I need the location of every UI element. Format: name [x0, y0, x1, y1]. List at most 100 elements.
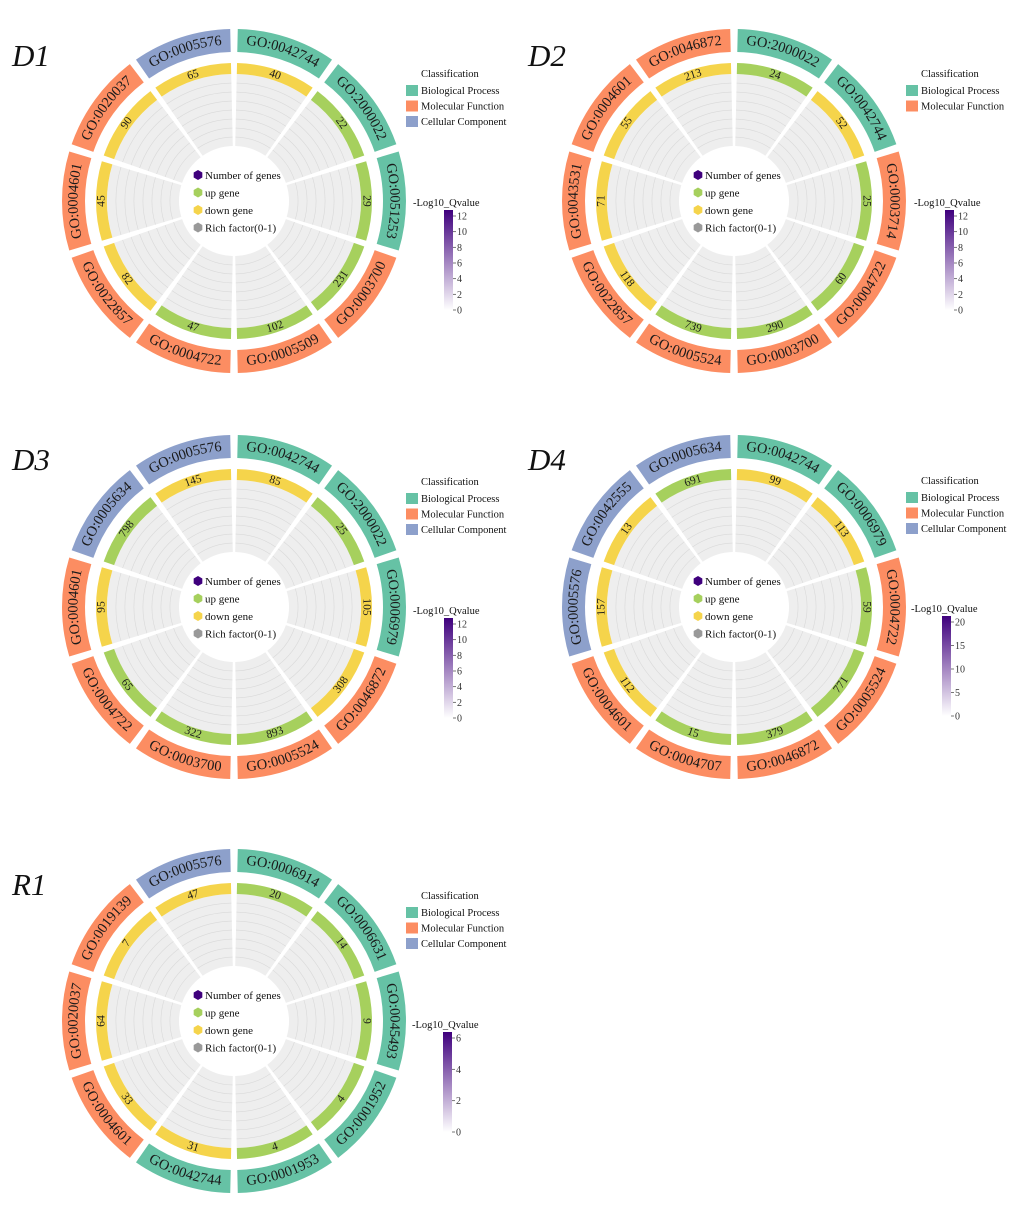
grid-line — [235, 659, 271, 672]
grid-line — [312, 177, 317, 225]
grid-line — [795, 182, 799, 220]
qvalue-colorbar: -Log10_Qvalue 12 10 8 6 4 2 0 — [413, 606, 480, 725]
grid-sector — [614, 99, 701, 183]
center-label-rich: Rich factor(0-1) — [205, 629, 276, 641]
go-term-segment — [562, 151, 592, 251]
grid-line — [735, 542, 771, 555]
grid-line — [666, 82, 732, 105]
grid-line — [820, 174, 826, 228]
grid-line — [687, 674, 733, 690]
grid-line — [838, 575, 844, 639]
rich-factor-icon — [693, 628, 703, 639]
grid-line — [656, 633, 685, 673]
colorbar-title: -Log10_Qvalue — [911, 604, 978, 615]
grid-line — [299, 934, 338, 986]
grid-line — [639, 527, 674, 575]
gene-count-label: 145 — [183, 473, 203, 490]
grid-line — [794, 121, 829, 169]
grid-line — [235, 118, 281, 134]
grid-sector — [267, 505, 354, 589]
grid-line — [176, 100, 232, 120]
center-label-down: down gene — [705, 205, 753, 217]
go-term-segment — [237, 849, 333, 899]
go-term-segment — [71, 884, 144, 972]
gene-count-segment — [310, 911, 365, 980]
grid-line — [630, 520, 669, 572]
grid-line — [778, 224, 804, 260]
grid-line — [236, 82, 302, 105]
go-term-segment — [237, 1143, 333, 1193]
grid-line — [171, 290, 232, 311]
grid-line — [235, 268, 281, 284]
grid-line — [197, 956, 233, 969]
grid-line — [236, 696, 297, 717]
gene-count-label: 40 — [268, 68, 283, 83]
grid-line — [788, 230, 821, 274]
colorbar-tick-label: 15 — [955, 641, 965, 652]
center-label-number: Number of genes — [205, 170, 281, 182]
go-term-label: GO:0051253 — [382, 162, 402, 241]
grid-sector — [267, 625, 354, 709]
grid-line — [772, 555, 795, 586]
classification-legend: Classification Biological Process Molecula… — [406, 891, 507, 950]
grid-line — [805, 106, 846, 163]
grid-line — [173, 555, 196, 586]
grid-line — [166, 297, 232, 320]
grid-line — [639, 233, 674, 281]
gene-count-label: 20 — [268, 888, 283, 903]
legend-entry: Molecular Function — [421, 102, 505, 113]
grid-line — [736, 91, 797, 112]
colorbar-gradient — [444, 618, 453, 718]
gene-count-segment — [310, 1062, 365, 1131]
gene-count-label: 31 — [186, 1139, 201, 1154]
grid-line — [236, 1117, 302, 1140]
gene-count-label: 99 — [768, 474, 783, 489]
panel-label: R1 — [11, 867, 46, 902]
go-term-segment — [61, 151, 92, 251]
grid-line — [669, 182, 673, 220]
grid-line — [630, 642, 669, 694]
grid-sector — [114, 625, 201, 709]
go-term-segment — [61, 971, 92, 1071]
center-legend: Number of genes up gene down gene Rich fact… — [193, 576, 281, 641]
gene-count-label: 85 — [268, 474, 283, 489]
gene-count-segment — [103, 1062, 158, 1131]
colorbar-tick-label: 12 — [457, 620, 467, 631]
grid-line — [235, 260, 276, 275]
panel-label: D3 — [11, 442, 50, 477]
gene-count-segment — [96, 981, 113, 1061]
grid-sector — [735, 652, 807, 734]
grid-line — [783, 541, 812, 581]
grid-line — [133, 578, 139, 636]
grid-line — [735, 681, 787, 699]
grid-line — [803, 179, 808, 223]
grid-line — [735, 666, 776, 681]
grid-line — [294, 527, 329, 575]
grid-line — [130, 236, 169, 288]
colorbar-tick-label: 0 — [457, 714, 462, 725]
grid-line — [283, 1047, 312, 1087]
grid-line — [164, 630, 190, 666]
grid-line — [681, 515, 733, 533]
go-term-segment — [571, 470, 644, 558]
grid-line — [799, 236, 838, 288]
gene-count-segment — [236, 883, 313, 917]
up-gene-icon — [693, 187, 703, 198]
legend-swatch — [406, 493, 418, 504]
gene-count-label: 7 — [120, 937, 133, 949]
grid-sector — [607, 570, 682, 644]
grid-line — [236, 497, 297, 518]
gene-count-label: 213 — [683, 67, 703, 84]
grid-line — [299, 520, 338, 572]
inner-grid — [107, 74, 361, 328]
gene-count-label: 45 — [95, 195, 107, 207]
grid-line — [171, 497, 232, 518]
grid-line — [122, 926, 163, 983]
grid-line — [197, 659, 233, 672]
grid-line — [235, 947, 276, 962]
grid-line — [197, 253, 233, 266]
colorbar-tick-label: 6 — [958, 259, 963, 270]
grid-line — [122, 645, 163, 702]
gene-count-segment — [236, 469, 313, 503]
legend-swatch — [406, 938, 418, 949]
